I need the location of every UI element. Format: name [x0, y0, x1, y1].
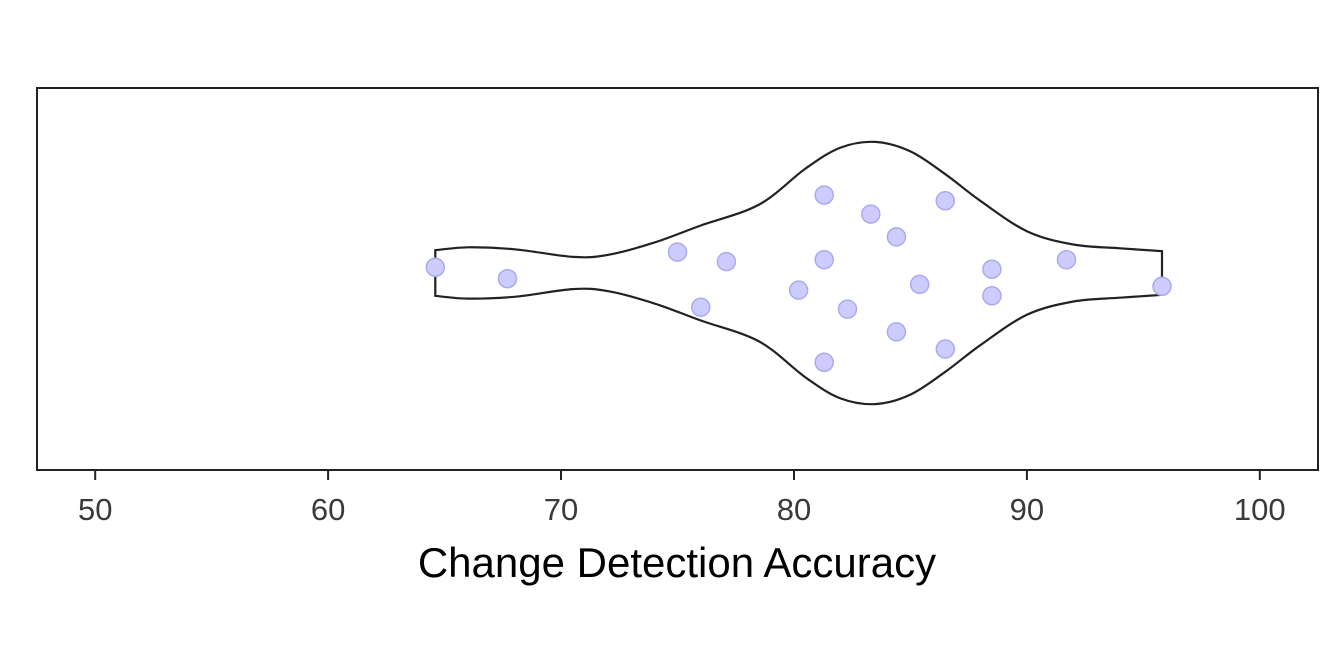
- data-point-3: [667, 242, 688, 262]
- data-point-6: [788, 280, 809, 300]
- x-axis-title: Change Detection Accuracy: [418, 539, 936, 586]
- plot-frame: [36, 87, 1319, 471]
- data-point-11: [861, 204, 881, 224]
- points-layer: [425, 185, 1172, 373]
- x-tick-label-100: 100: [1234, 492, 1286, 527]
- data-point-18: [982, 286, 1002, 306]
- data-point-17: [982, 259, 1002, 279]
- data-point-16: [935, 339, 956, 359]
- data-point-8: [814, 249, 834, 270]
- x-tick-label-90: 90: [1010, 492, 1044, 527]
- x-tick-label-70: 70: [544, 492, 578, 527]
- data-point-15: [935, 191, 956, 211]
- data-point-19: [1056, 249, 1077, 270]
- data-point-14: [909, 274, 930, 295]
- data-point-2: [497, 268, 518, 289]
- x-axis: 50 60 70 80 90 100: [78, 470, 1286, 527]
- data-point-10: [837, 299, 858, 319]
- data-point-5: [716, 251, 737, 272]
- data-point-20: [1152, 276, 1172, 297]
- x-tick-label-80: 80: [777, 492, 811, 527]
- data-point-12: [886, 227, 907, 247]
- data-point-7: [814, 185, 834, 205]
- data-point-4: [691, 297, 711, 317]
- x-tick-label-50: 50: [78, 492, 112, 527]
- data-point-13: [886, 322, 907, 342]
- data-point-9: [814, 352, 834, 373]
- x-tick-label-60: 60: [311, 492, 345, 527]
- data-point-1: [425, 257, 446, 278]
